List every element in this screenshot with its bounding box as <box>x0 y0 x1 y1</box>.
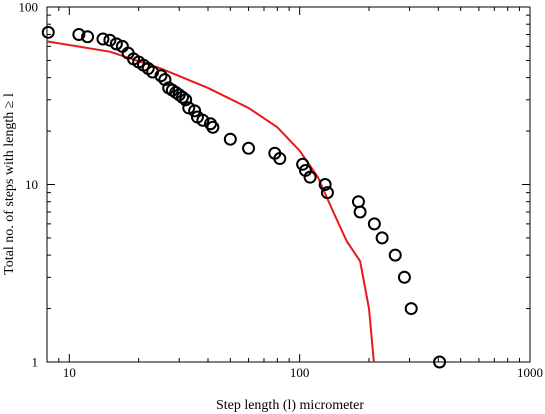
data-point <box>320 186 334 200</box>
data-point <box>206 120 220 134</box>
data-point <box>96 32 110 46</box>
data-point <box>223 132 237 146</box>
y-tick-label: 100 <box>19 0 39 15</box>
fit-line <box>46 40 375 363</box>
axis-ticks <box>46 6 531 363</box>
data-point <box>351 195 365 209</box>
y-tick-label: 10 <box>25 177 38 192</box>
data-point <box>433 355 447 369</box>
x-axis-label: Step length (l) micrometer <box>216 398 364 413</box>
data-point <box>109 37 123 51</box>
x-tick-label: 1000 <box>517 365 543 380</box>
data-point <box>179 93 193 107</box>
series-layer <box>41 25 447 369</box>
data-point <box>188 104 202 118</box>
data-point <box>72 28 86 41</box>
data-point <box>81 30 95 44</box>
data-point <box>273 152 287 166</box>
data-point <box>353 205 367 219</box>
data-point <box>303 170 317 184</box>
x-tick-label: 10 <box>63 365 76 380</box>
data-point <box>242 141 256 155</box>
y-tick-label: 1 <box>32 355 39 370</box>
x-tick-label: 100 <box>290 365 310 380</box>
data-point <box>397 270 411 284</box>
data-point <box>388 248 402 262</box>
data-point <box>176 90 189 104</box>
data-point <box>103 33 117 47</box>
data-point <box>318 178 332 191</box>
data-point <box>296 157 310 171</box>
data-point <box>41 25 55 39</box>
data-point <box>154 69 168 83</box>
axis-tick-labels: 10 100 1000 1 10 100 <box>19 0 544 380</box>
data-point <box>404 302 418 316</box>
data-point <box>375 231 389 245</box>
data-point <box>196 113 210 127</box>
data-point <box>367 217 381 231</box>
plot-area-frame <box>46 6 531 363</box>
y-axis-label: Total no. of steps with length ≥ l <box>2 93 17 275</box>
